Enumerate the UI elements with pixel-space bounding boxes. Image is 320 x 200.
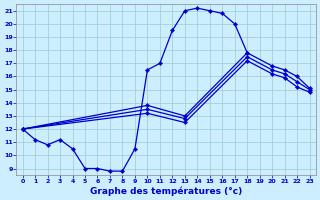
X-axis label: Graphe des températures (°c): Graphe des températures (°c) — [90, 186, 242, 196]
